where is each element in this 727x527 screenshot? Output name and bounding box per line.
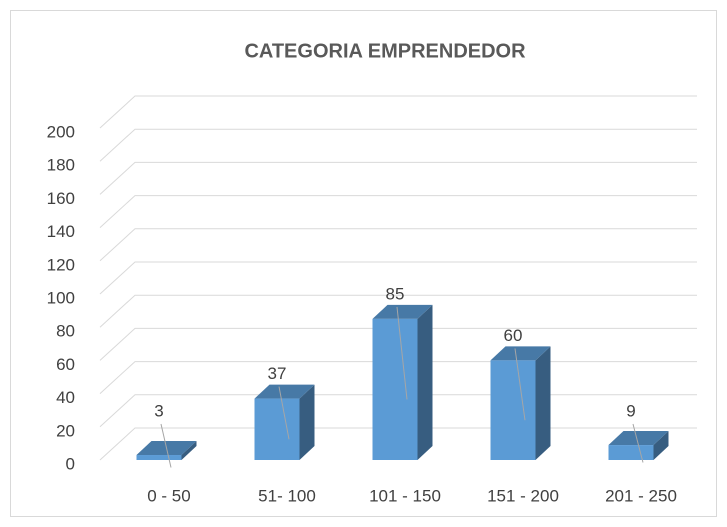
y-tick-label: 100 <box>47 288 75 307</box>
y-tick-label: 160 <box>47 189 75 208</box>
y-tick-label: 0 <box>66 454 75 473</box>
x-tick-label: 201 - 250 <box>605 486 677 505</box>
x-tick-label: 51- 100 <box>258 486 316 505</box>
bar-top <box>372 304 433 319</box>
chart-border <box>10 10 717 517</box>
grid-line <box>99 327 697 361</box>
leader-line <box>278 386 290 440</box>
y-tick-label: 60 <box>56 355 75 374</box>
bar <box>608 445 654 460</box>
y-tick-label: 80 <box>56 322 75 341</box>
bar-top <box>254 384 315 399</box>
y-tick-label: 120 <box>47 255 75 274</box>
grid-line <box>99 195 697 228</box>
grid-line <box>99 294 697 328</box>
bar-side <box>535 346 551 460</box>
bar-side <box>299 384 315 460</box>
leader-line <box>632 423 644 463</box>
bar-side <box>417 304 433 460</box>
grid-line <box>99 161 697 195</box>
bar-side <box>653 431 669 460</box>
x-tick-label: 101 - 150 <box>369 486 441 505</box>
bar-side <box>181 441 197 460</box>
grid-line <box>99 128 697 162</box>
bar <box>490 360 536 460</box>
y-tick-label: 40 <box>56 388 75 407</box>
chart-title: CATEGORIA EMPRENDEDOR <box>244 40 526 62</box>
grid-line <box>99 261 697 295</box>
x-tick-label: 151 - 200 <box>487 486 559 505</box>
bar <box>372 318 418 460</box>
grid-line <box>99 95 697 129</box>
bar <box>254 398 300 460</box>
leader-line <box>396 306 408 400</box>
bar <box>136 455 182 460</box>
y-tick-label: 140 <box>47 222 75 241</box>
bar-top <box>490 346 551 361</box>
leader-line <box>160 423 172 468</box>
bar-top <box>608 431 669 446</box>
y-tick-label: 180 <box>47 156 75 175</box>
data-label: 37 <box>268 364 287 383</box>
data-label: 9 <box>626 401 635 420</box>
y-tick-label: 200 <box>47 122 75 141</box>
grid-line <box>99 228 697 262</box>
data-label: 60 <box>504 326 523 345</box>
y-tick-label: 20 <box>56 421 75 440</box>
data-label: 85 <box>386 284 405 303</box>
leader-line <box>514 348 526 421</box>
x-tick-label: 0 - 50 <box>147 486 190 505</box>
data-label: 3 <box>154 401 163 420</box>
